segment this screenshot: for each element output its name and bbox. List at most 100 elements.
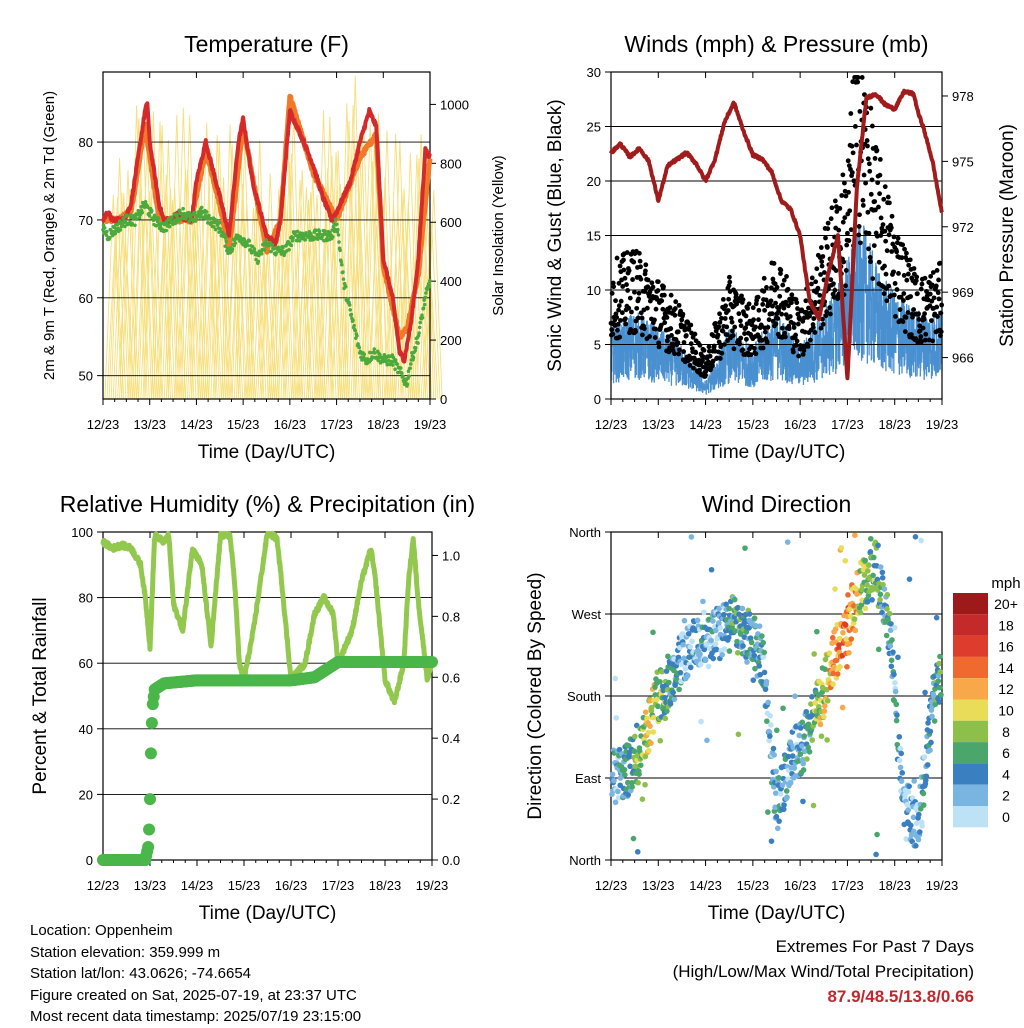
gust-point: [814, 266, 819, 271]
gust-point: [841, 220, 846, 225]
y-tick-label: 0: [86, 853, 93, 868]
direction-point: [749, 640, 755, 646]
gust-point: [721, 297, 726, 302]
gust-point: [901, 319, 906, 324]
gust-point: [850, 144, 855, 149]
dewpoint-point: [304, 238, 308, 242]
dewpoint-point: [133, 223, 137, 227]
gust-point: [745, 306, 750, 311]
gust-point: [617, 303, 622, 308]
gust-point: [623, 276, 628, 281]
dewpoint-point: [187, 211, 191, 215]
gust-point: [935, 268, 940, 273]
gust-point: [611, 284, 616, 289]
dewpoint-point: [338, 248, 342, 252]
gust-point: [786, 287, 791, 292]
gust-point: [632, 290, 637, 295]
gust-point: [653, 335, 658, 340]
direction-point: [877, 597, 883, 603]
x-tick-label: 18/23: [369, 878, 402, 893]
direction-point: [689, 638, 695, 644]
gust-point: [794, 343, 799, 348]
direction-point: [876, 647, 882, 653]
y-axis-label-right: Solar Insolation (Yellow): [490, 155, 507, 315]
y-tick-label: 70: [79, 213, 93, 228]
direction-point: [922, 690, 928, 696]
y-axis-label: 2m & 9m T (Red, Orange) & 2m Td (Green): [41, 91, 58, 380]
gust-point: [833, 199, 838, 204]
direction-point: [651, 729, 657, 735]
direction-point: [932, 718, 938, 724]
direction-point: [776, 775, 782, 781]
direction-point: [613, 715, 619, 721]
dewpoint-point: [233, 241, 237, 245]
dewpoint-point: [353, 329, 357, 333]
gust-point: [828, 312, 833, 317]
gust-point: [820, 254, 825, 259]
dewpoint-point: [394, 358, 398, 362]
direction-point: [732, 597, 738, 603]
dewpoint-point: [414, 346, 418, 350]
dewpoint-point: [421, 316, 425, 320]
right-tick-label: 0.2: [442, 792, 460, 807]
gust-point: [780, 326, 785, 331]
gust-point: [850, 170, 855, 175]
dewpoint-point: [393, 367, 397, 371]
direction-point: [885, 592, 891, 598]
gust-point: [908, 294, 913, 299]
gust-point: [914, 275, 919, 280]
gust-point: [726, 297, 731, 302]
gust-point: [796, 322, 801, 327]
direction-point: [878, 592, 884, 598]
direction-point: [821, 714, 827, 720]
gust-point: [775, 316, 780, 321]
gust-point: [665, 315, 670, 320]
direction-point: [827, 650, 833, 656]
gust-point: [783, 335, 788, 340]
direction-point: [897, 746, 903, 752]
dewpoint-point: [168, 225, 172, 229]
gust-point: [762, 308, 767, 313]
gust-point: [821, 322, 826, 327]
gust-point: [656, 288, 661, 293]
gust-point: [813, 279, 818, 284]
y-tick-label: West: [572, 607, 602, 622]
gust-point: [930, 338, 935, 343]
dewpoint-point: [260, 252, 264, 256]
direction-point: [927, 747, 933, 753]
direction-point: [695, 618, 701, 624]
gust-point: [867, 161, 872, 166]
gust-point: [877, 191, 882, 196]
direction-point: [657, 738, 663, 744]
dewpoint-point: [205, 210, 209, 214]
gust-point: [820, 264, 825, 269]
dewpoint-point: [125, 213, 129, 217]
direction-point: [666, 680, 672, 686]
gust-point: [896, 236, 901, 241]
gust-point: [691, 366, 696, 371]
gust-point: [634, 306, 639, 311]
gust-point: [656, 279, 661, 284]
gust-point: [906, 310, 911, 315]
direction-point: [937, 654, 943, 660]
direction-point: [882, 586, 888, 592]
direction-point: [727, 648, 733, 654]
x-tick-label: 17/23: [322, 878, 355, 893]
x-tick-label: 16/23: [784, 878, 817, 893]
legend-title: mph: [991, 575, 1020, 592]
dewpoint-point: [215, 219, 219, 223]
gust-point: [868, 106, 873, 111]
gust-point: [791, 350, 796, 355]
direction-point: [925, 720, 931, 726]
direction-point: [773, 790, 779, 796]
direction-point: [898, 751, 904, 757]
gust-point: [769, 298, 774, 303]
gust-point: [819, 259, 824, 264]
direction-point: [868, 536, 874, 542]
gust-point: [668, 326, 673, 331]
y-tick-label: 30: [587, 65, 601, 80]
y-tick-label: 10: [587, 283, 601, 298]
gust-point: [858, 240, 863, 245]
